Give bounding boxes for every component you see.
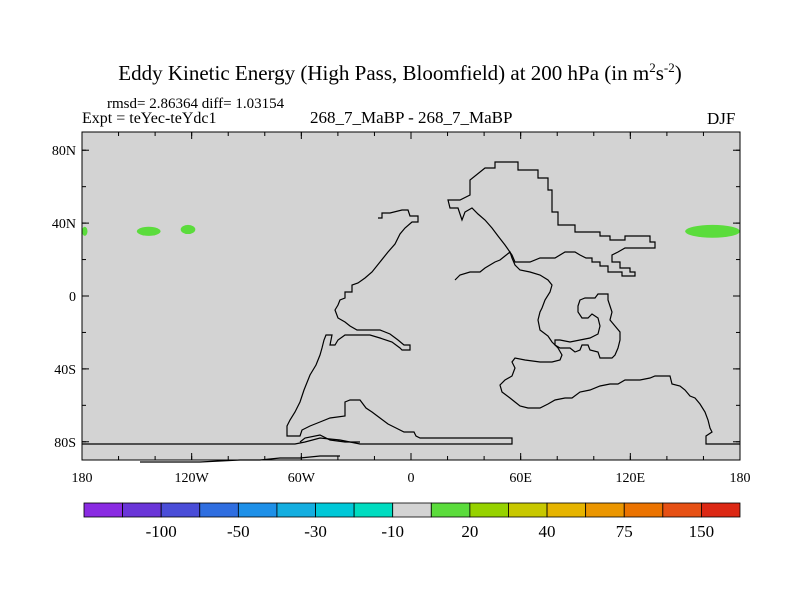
colorbar-box [392,502,432,518]
colorbar-label: -10 [381,522,404,541]
colorbar-label: 20 [461,522,478,541]
colorbar-box [83,502,123,518]
experiment-label: Expt = teYec-teYdc1 [82,110,217,127]
colorbar-box [237,502,278,518]
anomaly-region-2 [136,226,161,236]
colorbar-label: -100 [146,522,177,541]
colorbar-box [122,502,162,518]
y-tick-label: 40S [54,363,76,378]
stats-label: rmsd= 2.86364 diff= 1.03154 [107,96,285,112]
colorbar: -100 -50 -30 -10 20 40 75 150 [83,502,741,541]
y-tick-label: 0 [69,290,76,305]
anomaly-region-3 [180,224,196,235]
x-tick-label: 180 [72,471,93,486]
coastline-america [82,209,513,445]
colorbar-box [623,502,664,518]
x-tick-label: 180 [730,471,751,486]
colorbar-box [585,502,625,518]
colorbar-label: 40 [539,522,556,541]
paleo-coastlines [82,161,740,463]
season-label: DJF [707,109,736,128]
colorbar-label: 150 [689,522,715,541]
colorbar-box [276,502,316,518]
colorbar-box [508,502,548,518]
case-label: 268_7_MaBP - 268_7_MaBP [310,108,513,127]
y-tick-label: 80S [54,436,76,451]
colorbar-box [701,502,741,518]
anomaly-region-1 [82,226,88,236]
y-tick-label: 40N [52,217,76,232]
y-tick-label: 80N [52,144,76,159]
coastline-africa [454,250,740,445]
anomaly-region-4 [685,224,740,238]
colorbar-label: -50 [227,522,250,541]
x-tick-label: 0 [408,471,415,486]
colorbar-box [353,502,394,518]
coastline-asia [447,161,656,277]
rmsd-value: 2.86364 [149,96,198,112]
coastline-south [140,455,340,463]
colorbar-box [430,502,471,518]
coastline-antarctic-rise [299,434,360,443]
chart-title: Eddy Kinetic Energy (High Pass, Bloomfie… [118,60,682,85]
map-background [82,132,740,460]
anomaly-layer [82,224,740,238]
x-tick-label: 120W [175,471,210,486]
colorbar-box [199,502,239,518]
colorbar-box [160,502,201,518]
axis-ticks: 180 120W 60W 0 60E 120E 180 80N 40N 0 40S 80S [52,132,751,486]
colorbar-box [662,502,702,518]
colorbar-box [315,502,355,518]
colorbar-box [546,502,587,518]
colorbar-label: 75 [616,522,633,541]
x-tick-label: 120E [616,471,646,486]
coastline-island [554,293,621,359]
x-tick-label: 60E [509,471,532,486]
x-tick-label: 60W [288,471,316,486]
diff-value: 1.03154 [235,96,285,112]
colorbar-label: -30 [304,522,327,541]
colorbar-box [469,502,509,518]
